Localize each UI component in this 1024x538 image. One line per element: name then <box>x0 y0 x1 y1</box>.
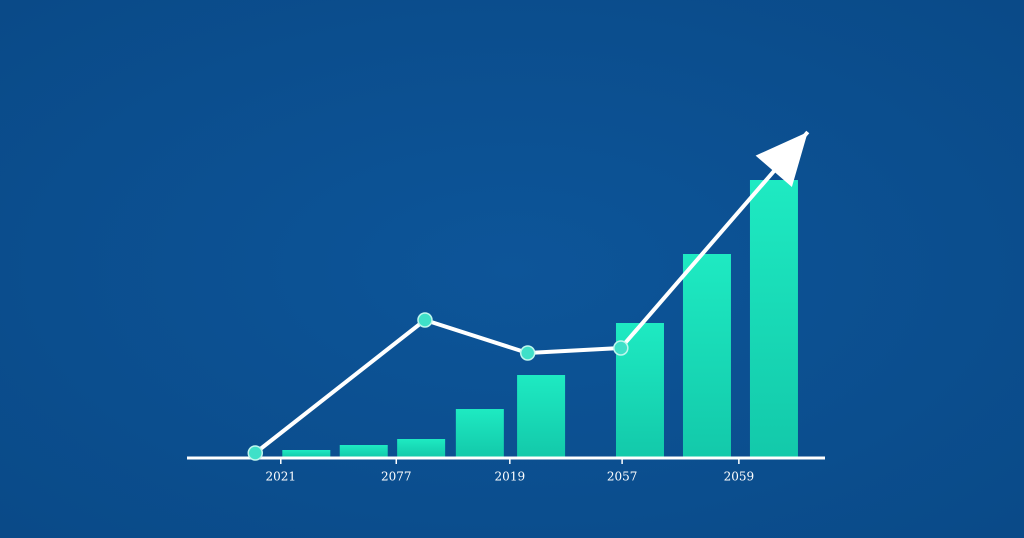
x-tick-label: 2059 <box>724 470 755 484</box>
plot: 2021 2077 2019 2057 2059 <box>187 130 825 484</box>
line-marker <box>613 340 629 356</box>
x-tick-label: 2077 <box>381 470 412 484</box>
bar <box>397 439 446 457</box>
x-tick-label: 2019 <box>495 470 526 484</box>
bar <box>517 375 566 457</box>
line-marker <box>247 445 264 461</box>
x-tick-label: 2021 <box>266 470 297 484</box>
x-tick-label: 2057 <box>607 470 638 484</box>
bar <box>682 254 731 457</box>
line-marker <box>417 312 433 328</box>
bar <box>282 450 331 457</box>
bar <box>455 409 504 457</box>
bar <box>749 180 798 457</box>
arrow-head <box>755 132 808 188</box>
line-marker <box>519 345 536 361</box>
bar <box>339 445 388 457</box>
